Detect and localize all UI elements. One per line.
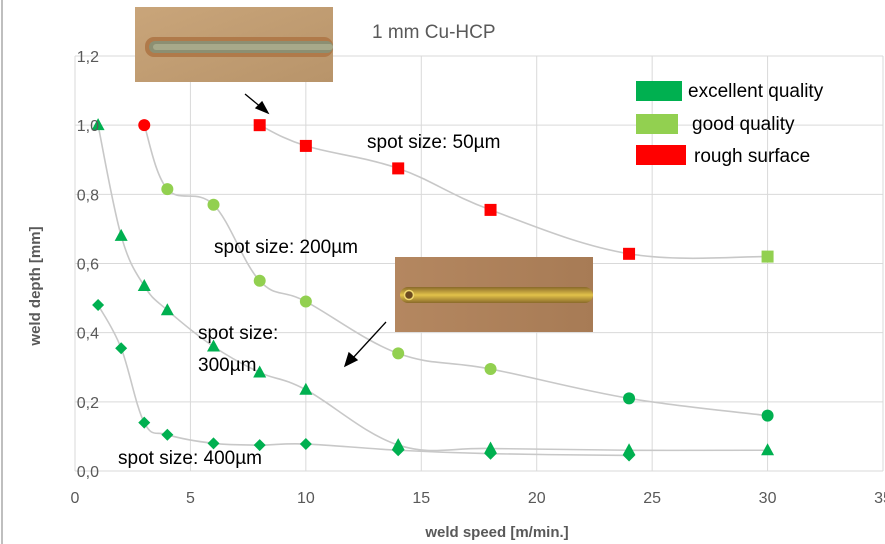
data-point-triangle xyxy=(91,118,105,131)
legend-swatch-excellent xyxy=(636,81,682,101)
data-point-circle xyxy=(392,347,405,360)
data-point-square xyxy=(299,139,312,152)
grid xyxy=(74,55,884,472)
data-point-diamond xyxy=(392,444,405,457)
annotation-spot-50: spot size: 50µm xyxy=(367,132,500,153)
series-line-triangle xyxy=(97,125,768,452)
x-tick-label: 15 xyxy=(412,490,430,507)
y-tick-label: 0,0 xyxy=(77,464,99,481)
data-point-triangle xyxy=(207,339,221,352)
y-tick-label: 1,0 xyxy=(77,118,99,135)
data-point-circle xyxy=(161,183,174,196)
annotation-spot-200: spot size: 200µm xyxy=(214,237,358,258)
legend: excellent quality good quality rough sur… xyxy=(636,81,824,167)
data-point-diamond xyxy=(92,299,105,311)
data-point-triangle xyxy=(253,365,267,378)
x-axis-title: weld speed [m/min.] xyxy=(424,524,568,541)
x-tick-label: 5 xyxy=(186,490,195,507)
legend-label-good: good quality xyxy=(692,114,795,135)
data-point-diamond xyxy=(299,438,312,451)
weld-micrograph-top xyxy=(135,7,333,82)
y-tick-labels: 0,0 0,2 0,4 0,6 0,8 1,0 1,2 xyxy=(77,49,99,481)
x-tick-label: 20 xyxy=(528,490,546,507)
data-point-triangle xyxy=(391,438,405,451)
weld-micrograph-middle xyxy=(395,257,593,332)
legend-label-rough: rough surface xyxy=(694,146,810,167)
legend-swatch-good xyxy=(636,114,678,134)
data-point-diamond xyxy=(623,449,636,462)
data-point-circle xyxy=(299,295,312,308)
x-tick-label: 10 xyxy=(297,490,315,507)
data-point-square xyxy=(484,203,497,216)
x-tick-label: 35 xyxy=(874,490,885,507)
data-point-triangle xyxy=(137,278,151,291)
data-point-circle xyxy=(207,198,220,211)
data-point-circle xyxy=(253,274,266,287)
y-tick-label: 0,8 xyxy=(77,187,99,204)
y-tick-label: 0,2 xyxy=(77,395,99,412)
y-tick-label: 0,4 xyxy=(77,326,99,343)
data-markers xyxy=(91,118,775,462)
data-point-triangle xyxy=(484,441,498,454)
chart-title: 1 mm Cu-HCP xyxy=(372,22,496,43)
series-line-circle xyxy=(143,124,768,417)
data-point-diamond xyxy=(253,439,266,452)
data-point-square xyxy=(392,162,405,175)
x-tick-labels: 0 5 10 15 20 25 30 35 xyxy=(71,490,885,507)
annotation-spot-400: spot size: 400µm xyxy=(118,448,262,469)
data-point-triangle xyxy=(761,443,775,456)
y-axis-title: weld depth [mm] xyxy=(27,226,44,346)
data-point-diamond xyxy=(115,342,128,355)
data-point-triangle xyxy=(114,228,128,241)
data-point-square xyxy=(623,247,636,260)
data-point-triangle xyxy=(160,303,174,316)
data-point-triangle xyxy=(299,382,313,395)
data-point-square xyxy=(253,119,266,132)
arrowhead-middle xyxy=(343,351,359,368)
data-point-diamond xyxy=(161,428,174,441)
data-point-circle xyxy=(761,409,774,422)
y-tick-label: 0,6 xyxy=(77,257,99,274)
x-tick-label: 0 xyxy=(71,490,80,507)
annotation-arrows xyxy=(244,93,387,368)
data-point-diamond xyxy=(207,437,220,450)
data-point-triangle xyxy=(622,443,636,456)
legend-swatch-rough xyxy=(636,145,686,165)
data-point-circle xyxy=(138,119,151,132)
x-tick-label: 30 xyxy=(759,490,777,507)
y-tick-label: 1,2 xyxy=(77,49,99,66)
arrow-middle xyxy=(351,321,387,360)
x-tick-label: 25 xyxy=(643,490,661,507)
data-point-diamond xyxy=(484,447,497,460)
arrowhead-top xyxy=(254,100,270,115)
data-point-diamond xyxy=(138,416,151,429)
annotation-spot-300-line1: spot size: xyxy=(198,323,278,344)
annotation-spot-300-line2: 300µm xyxy=(198,355,256,376)
data-point-circle xyxy=(484,362,497,375)
data-point-circle xyxy=(623,392,636,405)
data-point-square xyxy=(761,250,774,263)
legend-label-excellent: excellent quality xyxy=(688,81,824,102)
